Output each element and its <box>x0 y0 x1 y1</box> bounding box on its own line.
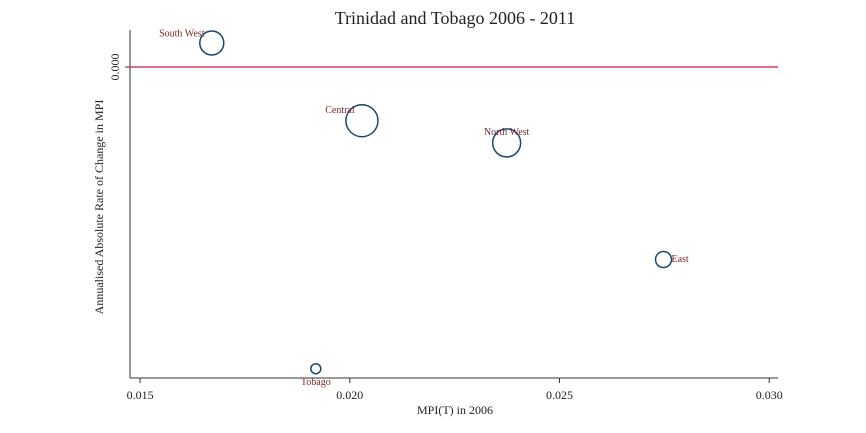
x-tick-label: 0.030 <box>756 388 783 402</box>
point-label: East <box>671 254 688 265</box>
x-tick-label: 0.015 <box>127 388 154 402</box>
bubble <box>199 30 225 56</box>
y-tick-label: 0.000 <box>108 54 122 81</box>
bubble <box>310 362 322 375</box>
chart-title: Trinidad and Tobago 2006 - 2011 <box>335 8 576 28</box>
point-label: South West <box>159 28 205 39</box>
point-label: North West <box>484 127 530 138</box>
bubble <box>345 103 379 138</box>
x-axis-label: MPI(T) in 2006 <box>417 403 493 417</box>
x-tick-label: 0.020 <box>336 388 363 402</box>
bubble <box>654 250 673 269</box>
point-label: Central <box>325 105 355 116</box>
y-axis-label: Annualised Absolute Rate of Change in MP… <box>92 100 106 315</box>
point-label: Tobago <box>301 377 331 388</box>
bubble <box>491 128 522 158</box>
x-tick-label: 0.025 <box>546 388 573 402</box>
